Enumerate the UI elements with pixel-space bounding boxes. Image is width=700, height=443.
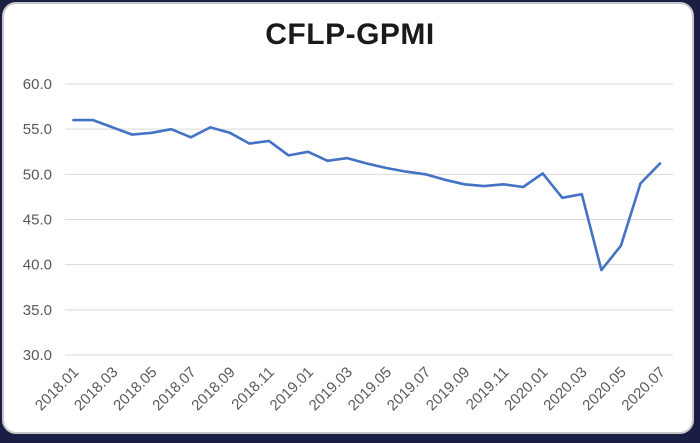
x-axis-tick-label: 2018.09 — [188, 364, 238, 414]
y-axis-tick-label: 60.0 — [23, 76, 52, 93]
y-axis-tick-label: 55.0 — [23, 121, 52, 138]
x-axis-tick-label: 2019.09 — [423, 364, 473, 414]
x-axis-tick-label: 2020.07 — [618, 364, 668, 414]
y-axis-tick-label: 50.0 — [23, 166, 52, 183]
pmi-data-line — [72, 118, 662, 272]
chart-title: CFLP-GPMI — [265, 18, 435, 51]
y-axis-tick-label: 30.0 — [23, 347, 52, 364]
y-axis-tick-label: 35.0 — [23, 302, 52, 319]
y-axis-tick-label: 40.0 — [23, 257, 52, 274]
y-axis-tick-label: 45.0 — [23, 212, 52, 229]
chart-card — [2, 2, 694, 434]
